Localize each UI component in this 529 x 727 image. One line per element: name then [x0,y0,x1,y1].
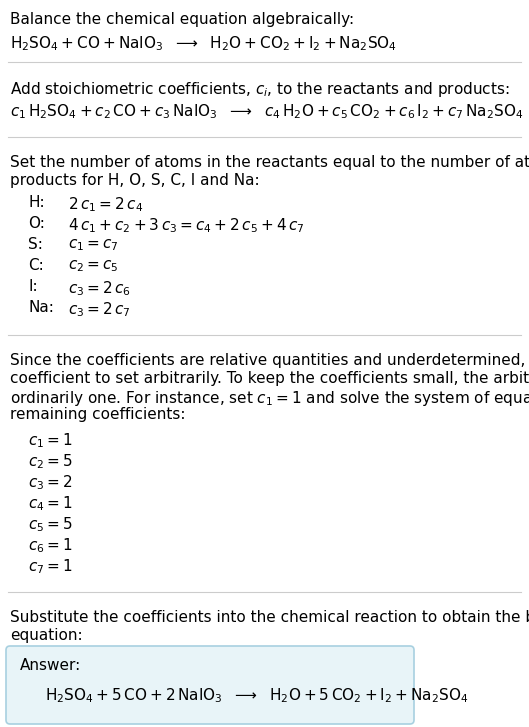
Text: $c_3 = 2\,c_7$: $c_3 = 2\,c_7$ [68,300,131,318]
Text: Na:: Na: [28,300,54,315]
Text: $2\,c_1 = 2\,c_4$: $2\,c_1 = 2\,c_4$ [68,195,143,214]
Text: Set the number of atoms in the reactants equal to the number of atoms in the: Set the number of atoms in the reactants… [10,155,529,170]
Text: $c_3 = 2$: $c_3 = 2$ [28,473,72,491]
Text: $c_2 = c_5$: $c_2 = c_5$ [68,258,118,273]
Text: $\mathregular{H_2SO_4 + CO + NaIO_3}$  $\longrightarrow$  $\mathregular{H_2O + C: $\mathregular{H_2SO_4 + CO + NaIO_3}$ $\… [10,34,397,52]
Text: H:: H: [28,195,44,210]
Text: coefficient to set arbitrarily. To keep the coefficients small, the arbitrary va: coefficient to set arbitrarily. To keep … [10,371,529,386]
Text: Answer:: Answer: [20,658,81,673]
Text: $c_2 = 5$: $c_2 = 5$ [28,452,72,470]
Text: Balance the chemical equation algebraically:: Balance the chemical equation algebraica… [10,12,354,27]
Text: Substitute the coefficients into the chemical reaction to obtain the balanced: Substitute the coefficients into the che… [10,610,529,625]
Text: $c_7 = 1$: $c_7 = 1$ [28,557,72,576]
Text: ordinarily one. For instance, set $c_1 = 1$ and solve the system of equations fo: ordinarily one. For instance, set $c_1 =… [10,389,529,408]
Text: S:: S: [28,237,43,252]
Text: Since the coefficients are relative quantities and underdetermined, choose a: Since the coefficients are relative quan… [10,353,529,368]
Text: $c_3 = 2\,c_6$: $c_3 = 2\,c_6$ [68,279,131,297]
Text: $c_1 = 1$: $c_1 = 1$ [28,431,72,450]
Text: $c_1\,\mathregular{H_2SO_4} + c_2\,\mathregular{CO} + c_3\,\mathregular{NaIO_3}$: $c_1\,\mathregular{H_2SO_4} + c_2\,\math… [10,102,524,121]
Text: I:: I: [28,279,38,294]
FancyBboxPatch shape [6,646,414,724]
Text: $c_6 = 1$: $c_6 = 1$ [28,536,72,555]
Text: $\mathregular{H_2SO_4 + 5\,CO + 2\,NaIO_3}$  $\longrightarrow$  $\mathregular{H_: $\mathregular{H_2SO_4 + 5\,CO + 2\,NaIO_… [45,686,469,704]
Text: $c_4 = 1$: $c_4 = 1$ [28,494,72,513]
Text: $c_5 = 5$: $c_5 = 5$ [28,515,72,534]
Text: Add stoichiometric coefficients, $c_i$, to the reactants and products:: Add stoichiometric coefficients, $c_i$, … [10,80,509,99]
Text: $c_1 = c_7$: $c_1 = c_7$ [68,237,118,253]
Text: O:: O: [28,216,45,231]
Text: remaining coefficients:: remaining coefficients: [10,407,186,422]
Text: equation:: equation: [10,628,83,643]
Text: C:: C: [28,258,44,273]
Text: $4\,c_1 + c_2 + 3\,c_3 = c_4 + 2\,c_5 + 4\,c_7$: $4\,c_1 + c_2 + 3\,c_3 = c_4 + 2\,c_5 + … [68,216,305,235]
Text: products for H, O, S, C, I and Na:: products for H, O, S, C, I and Na: [10,173,260,188]
